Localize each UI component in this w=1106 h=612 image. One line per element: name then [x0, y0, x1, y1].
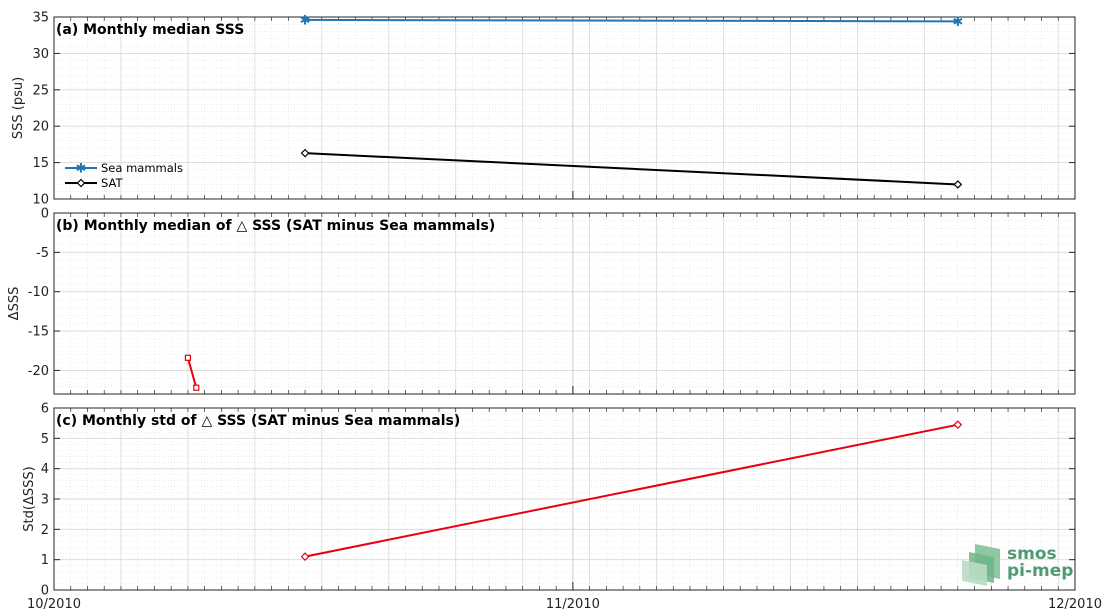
- y-tick-label: 30: [32, 47, 49, 62]
- panel-a-ticks: 10 15 20 25 30 35: [32, 11, 1076, 208]
- y-tick-label: 0: [41, 584, 49, 599]
- y-tick-label: 5: [41, 432, 49, 447]
- legend-label-sat: SAT: [101, 176, 123, 190]
- data-point: [193, 384, 200, 391]
- y-tick-label: 0: [41, 207, 49, 222]
- series-line: [304, 423, 959, 558]
- panel-c: 0 1 2 3 4 5 6 (c) Monthly std of △ SSS (SAT mi…: [22, 402, 1076, 599]
- x-tick-label: 12/2010: [1048, 597, 1102, 612]
- panel-b-ylabel: ΔSSS: [7, 287, 22, 321]
- panel-c-ticks: 0 1 2 3 4 5 6: [41, 402, 1076, 599]
- panel-c-grid: [53, 407, 1076, 591]
- logo-line1: smos: [1007, 544, 1057, 564]
- y-tick-label: 10: [32, 193, 49, 208]
- y-tick-label: 25: [32, 83, 49, 98]
- y-tick-label: 1: [41, 553, 49, 568]
- data-point: ✱: [952, 15, 963, 30]
- y-tick-label: 2: [41, 523, 49, 538]
- smos-pi-mep-logo: smos pi-mep: [962, 544, 1073, 586]
- data-point: [300, 552, 310, 561]
- x-tick-label: 10/2010: [27, 597, 81, 612]
- y-tick-label: -20: [28, 364, 49, 379]
- panel-b-series: [184, 354, 200, 391]
- data-point: [953, 180, 963, 189]
- panel-c-title: (c) Monthly std of △ SSS (SAT minus Sea …: [56, 413, 460, 429]
- panel-a-ylabel: SSS (psu): [11, 77, 26, 139]
- logo-shape-front: [962, 560, 987, 586]
- series-line: [305, 152, 958, 186]
- panel-a-title: (a) Monthly median SSS: [56, 22, 244, 38]
- series-line: [305, 18, 958, 23]
- y-tick-label: 20: [32, 120, 49, 135]
- logo-line2: pi-mep: [1007, 561, 1073, 581]
- panel-a-series: ✱ ✱: [300, 13, 963, 189]
- panel-b-ticks: -20 -15 -10 -5 0: [28, 207, 1076, 394]
- y-tick-label: 15: [32, 156, 49, 171]
- x-tick-labels: 10/2010 11/2010 12/2010: [27, 597, 1102, 612]
- panel-b-grid: [53, 212, 1076, 395]
- y-tick-label: -10: [28, 285, 49, 300]
- data-point: [184, 354, 192, 361]
- legend-marker-sea-mammals: ✱: [76, 162, 87, 177]
- panel-c-series: [300, 420, 963, 561]
- panel-a-legend: ✱ Sea mammals SAT: [65, 161, 183, 190]
- y-tick-label: 6: [41, 402, 49, 417]
- y-tick-label: 3: [41, 493, 49, 508]
- legend-marker-sat: [76, 178, 86, 188]
- panel-b-frame: [53, 212, 1076, 395]
- panel-b-title: (b) Monthly median of △ SSS (SAT minus S…: [56, 218, 495, 234]
- data-point: ✱: [300, 13, 311, 28]
- series-line: [186, 357, 198, 388]
- panel-b: -20 -15 -10 -5 0 (b) Monthly median of △ SSS…: [7, 207, 1076, 395]
- data-point: [300, 148, 310, 158]
- legend-label-sea-mammals: Sea mammals: [101, 161, 183, 175]
- y-tick-label: 35: [32, 11, 49, 26]
- panel-c-ylabel: Std(ΔSSS): [22, 466, 37, 531]
- x-tick-label: 11/2010: [546, 597, 600, 612]
- panel-a-grid: [53, 16, 1076, 200]
- data-point: [953, 420, 963, 430]
- y-tick-label: -15: [28, 325, 49, 340]
- y-tick-label: 4: [41, 462, 49, 477]
- y-tick-label: -5: [36, 246, 49, 261]
- panel-a-frame: [53, 16, 1076, 200]
